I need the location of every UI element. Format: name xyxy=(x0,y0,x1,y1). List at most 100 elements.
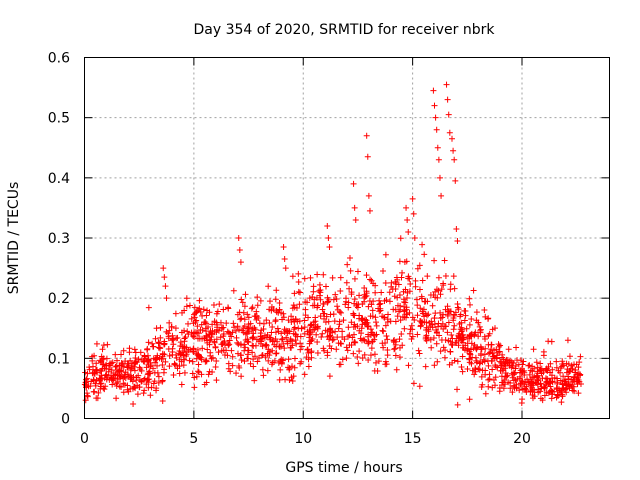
data-point xyxy=(564,337,571,344)
data-point xyxy=(454,238,461,245)
data-point xyxy=(170,372,177,379)
data-point xyxy=(288,313,295,320)
data-point xyxy=(224,352,231,359)
data-point xyxy=(444,96,451,103)
data-point xyxy=(457,311,464,318)
data-point xyxy=(113,395,120,402)
data-point xyxy=(444,311,451,318)
data-points xyxy=(81,81,584,408)
data-point xyxy=(212,343,219,350)
data-point xyxy=(120,380,127,387)
data-point xyxy=(198,356,205,363)
data-point xyxy=(360,336,367,343)
data-point xyxy=(182,334,189,341)
data-point xyxy=(507,385,514,392)
data-point xyxy=(224,328,231,335)
data-point xyxy=(247,360,254,367)
data-point xyxy=(396,344,403,351)
data-point xyxy=(352,216,359,223)
data-point xyxy=(118,384,125,391)
data-point xyxy=(191,329,198,336)
data-point xyxy=(440,344,447,351)
data-point xyxy=(280,244,287,251)
data-point xyxy=(529,374,536,381)
data-point xyxy=(258,352,265,359)
data-point xyxy=(574,375,581,382)
data-point xyxy=(328,345,335,352)
data-point xyxy=(456,334,463,341)
data-point xyxy=(435,274,442,281)
data-point xyxy=(382,280,389,287)
data-point xyxy=(444,329,451,336)
data-point xyxy=(410,210,417,217)
data-point xyxy=(295,278,302,285)
data-point xyxy=(310,326,317,333)
data-point xyxy=(286,365,293,372)
data-point xyxy=(295,270,302,277)
data-point xyxy=(365,192,372,199)
data-point xyxy=(438,192,445,199)
data-point xyxy=(128,365,135,372)
data-point xyxy=(489,357,496,364)
data-point xyxy=(327,311,334,318)
data-point xyxy=(559,380,566,387)
data-point xyxy=(245,339,252,346)
data-point xyxy=(169,337,176,344)
data-point xyxy=(306,334,313,341)
data-point xyxy=(166,319,173,326)
data-point xyxy=(344,261,351,268)
data-point xyxy=(290,330,297,337)
data-point xyxy=(471,331,478,338)
data-point xyxy=(371,336,378,343)
data-point xyxy=(361,294,368,301)
data-point xyxy=(422,298,429,305)
data-point xyxy=(100,342,107,349)
data-point xyxy=(289,305,296,312)
data-point xyxy=(289,377,296,384)
data-point xyxy=(318,333,325,340)
data-point xyxy=(471,371,478,378)
data-point xyxy=(259,366,266,373)
data-point xyxy=(141,387,148,394)
data-point xyxy=(454,386,461,393)
data-point xyxy=(325,318,332,325)
data-point xyxy=(416,383,423,390)
y-tick-label: 0.6 xyxy=(48,51,70,67)
data-point xyxy=(266,349,273,356)
data-point xyxy=(364,323,371,330)
data-point xyxy=(558,399,565,406)
data-point xyxy=(361,337,368,344)
data-point xyxy=(400,303,407,310)
data-point xyxy=(482,390,489,397)
data-point xyxy=(321,315,328,322)
data-point xyxy=(236,326,243,333)
data-point xyxy=(145,304,152,311)
data-point xyxy=(399,269,406,276)
data-point xyxy=(392,341,399,348)
data-point xyxy=(266,320,273,327)
data-point xyxy=(451,285,458,292)
data-point xyxy=(276,300,283,307)
data-point xyxy=(307,338,314,345)
data-point xyxy=(217,334,224,341)
data-point xyxy=(204,346,211,353)
data-point xyxy=(292,316,299,323)
data-point xyxy=(241,303,248,310)
data-point xyxy=(433,329,440,336)
data-point xyxy=(432,114,439,121)
data-point xyxy=(473,346,480,353)
data-point xyxy=(363,272,370,279)
data-point xyxy=(462,312,469,319)
data-point xyxy=(282,265,289,272)
data-point xyxy=(368,329,375,336)
data-point xyxy=(203,312,210,319)
data-point xyxy=(160,369,167,376)
data-point xyxy=(98,353,105,360)
data-point xyxy=(310,321,317,328)
data-point xyxy=(485,315,492,322)
data-point xyxy=(539,397,546,404)
data-point xyxy=(135,356,142,363)
data-point xyxy=(361,320,368,327)
data-point xyxy=(199,345,206,352)
